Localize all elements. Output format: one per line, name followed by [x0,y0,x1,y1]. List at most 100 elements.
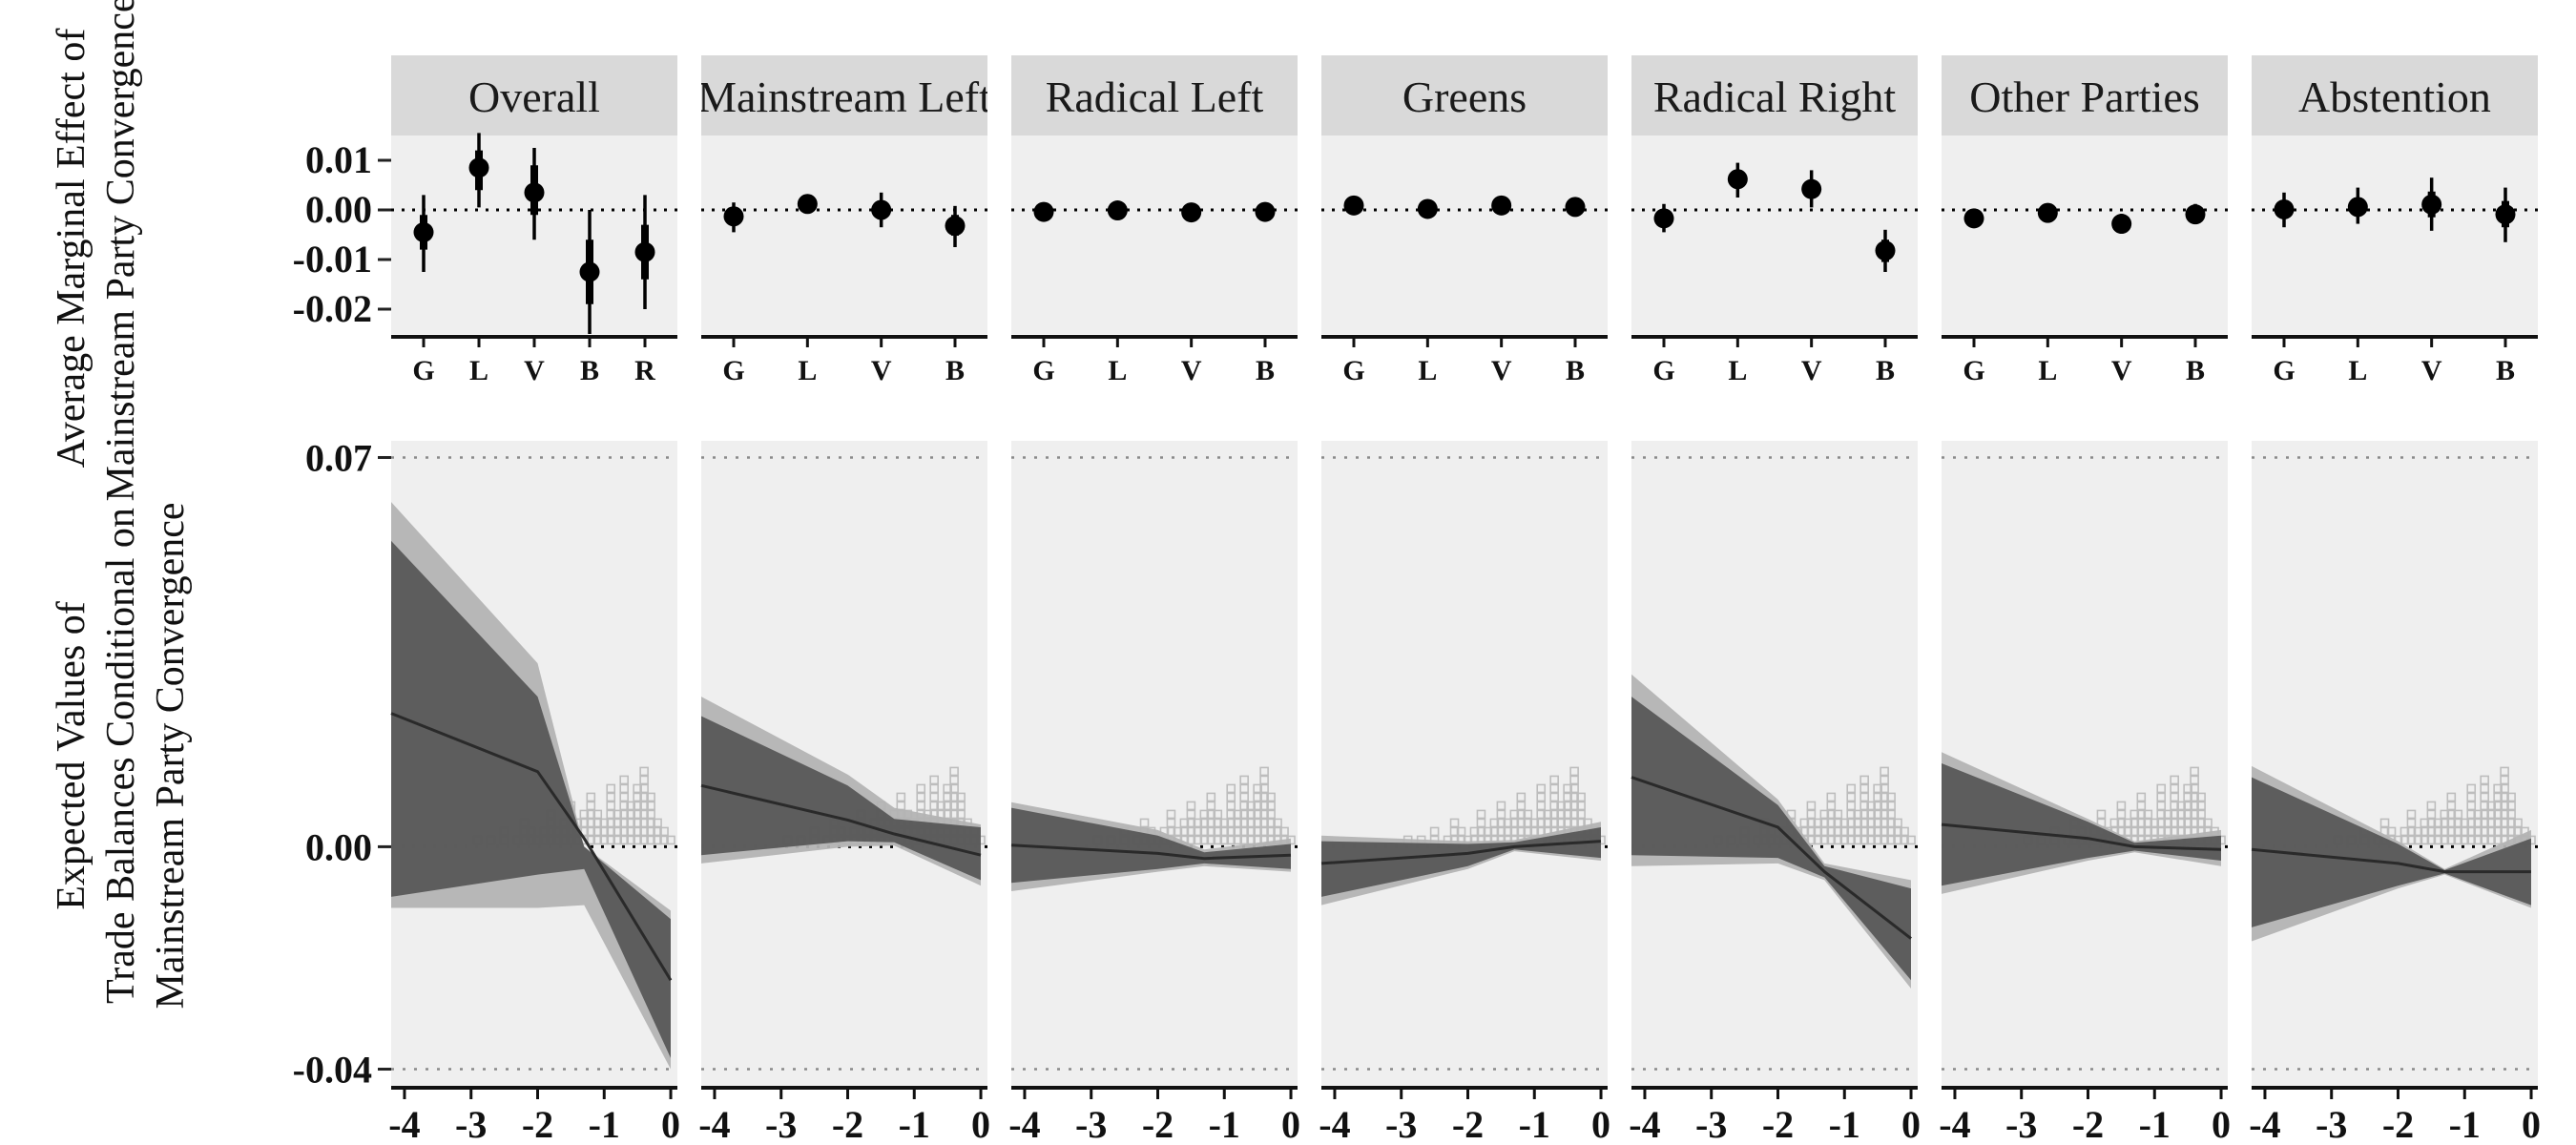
histogram-box [1569,766,1579,777]
histogram-box [1859,783,1869,794]
bottom-y-axis-title-line-2: Trade Balances Conditional on [99,508,143,1004]
histogram-box [2420,826,2430,837]
histogram-box [1826,835,1837,845]
facet-strip-label-overall: Overall [468,73,600,121]
histogram-box [1266,826,1276,837]
bottom-y-axis-title-line-1: Expected Values of [50,601,93,909]
histogram-box [1846,809,1857,820]
bottom-x-tick-label: -4 [2249,1103,2280,1145]
histogram-box [2446,835,2457,845]
histogram-box [606,835,616,845]
histogram-box [1259,818,1269,828]
histogram-box [2466,826,2477,837]
histogram-box [2486,826,2496,837]
bottom-panel-radical-right: -4 -3 -2 -1 0 [1629,441,1921,1145]
histogram-box [1246,801,1256,811]
histogram-box [1819,826,1830,837]
histogram-box [1213,809,1223,820]
facet-strip-abstention [2252,55,2538,135]
point-estimate-L [797,194,818,215]
histogram-box [1239,775,1249,785]
histogram-box [1873,783,1882,794]
histogram-box [1259,826,1269,837]
top-x-tick-label-V: V [2111,355,2132,386]
point-estimate-B [2495,204,2516,225]
histogram-box [1273,818,1282,828]
facet-strip-overall [391,55,677,135]
histogram-box [1806,826,1817,837]
bottom-panel-overall: -4 -3 -2 -1 0 [388,441,680,1145]
bottom-x-tick-label: -2 [1762,1103,1794,1145]
histogram-box [2406,818,2417,828]
top-x-tick-label-L: L [1728,355,1747,386]
histogram-box [949,775,959,785]
top-x-tick-label-V: V [1491,355,1512,386]
histogram-box [1179,826,1190,837]
histogram-box [2440,826,2450,837]
top-x-tick-label-L: L [798,355,817,386]
histogram-box [2493,826,2503,837]
histogram-box [1529,818,1540,828]
histogram-box [929,792,939,802]
histogram-box [2413,835,2423,845]
histogram-box [956,792,966,802]
bottom-x-tick-label: -1 [899,1103,930,1145]
histogram-box [1476,826,1486,837]
histogram-box [653,818,662,828]
expected-value-line [1010,843,1292,861]
top-panel-greens: Greens G L V B [1321,55,1608,386]
histogram-box [2446,801,2457,811]
histogram-box [1516,801,1527,811]
top-x-tick-label-G: G [1342,355,1364,386]
histogram-box [943,783,952,794]
histogram-box [1543,809,1553,820]
histogram-box [2440,835,2450,845]
histogram-box [1206,801,1216,811]
histogram-box [1213,818,1223,828]
top-panel-background [1631,135,1918,334]
histogram-box [586,809,596,820]
histogram-box [606,818,616,828]
histogram-box [1563,783,1572,794]
facet-strip-label-radical-right: Radical Right [1653,73,1896,121]
histogram-box [1496,826,1506,837]
expected-value-line [1320,840,1602,865]
histogram-box [1563,792,1572,802]
histogram-box [1266,792,1276,802]
histogram-box [1259,775,1269,785]
histogram-box [2453,818,2463,828]
histogram-box [1259,792,1269,802]
histogram-box [2116,801,2127,811]
histogram-box [1906,835,1916,845]
histogram-box [599,818,610,828]
histogram-box [2150,818,2160,828]
histogram-box [1866,826,1876,837]
histogram-box [646,826,655,837]
histogram-box [1456,826,1466,837]
top-x-tick-label-L: L [2038,355,2057,386]
histogram-box [2183,818,2192,828]
histogram-box [2183,783,2192,794]
histogram-box [2143,809,2153,820]
top-panel-background [701,135,987,334]
histogram-box [956,809,966,820]
point-estimate-G [1033,201,1054,222]
histogram-box [1186,826,1196,837]
bottom-x-tick-label: -4 [1629,1103,1660,1145]
top-marginal-effects-chart: 0.01 0.00 -0.01 -0.02 Overall G L V B R Mainstream… [293,55,2538,386]
histogram-box [653,826,662,837]
histogram-box [2480,775,2489,785]
histogram-box [2420,818,2430,828]
histogram-box [606,801,616,811]
histogram-box [1529,826,1540,837]
histogram-box [2473,818,2483,828]
histogram-box [1199,818,1210,828]
histogram-box [579,818,590,828]
histogram-box [2480,835,2489,845]
histogram-box [613,826,623,837]
histogram-box [639,792,649,802]
histogram-box [1873,835,1882,845]
histogram-box [1563,818,1572,828]
point-estimate-B [945,216,966,237]
top-panel-radical-left: Radical Left G L V B [1011,55,1298,386]
